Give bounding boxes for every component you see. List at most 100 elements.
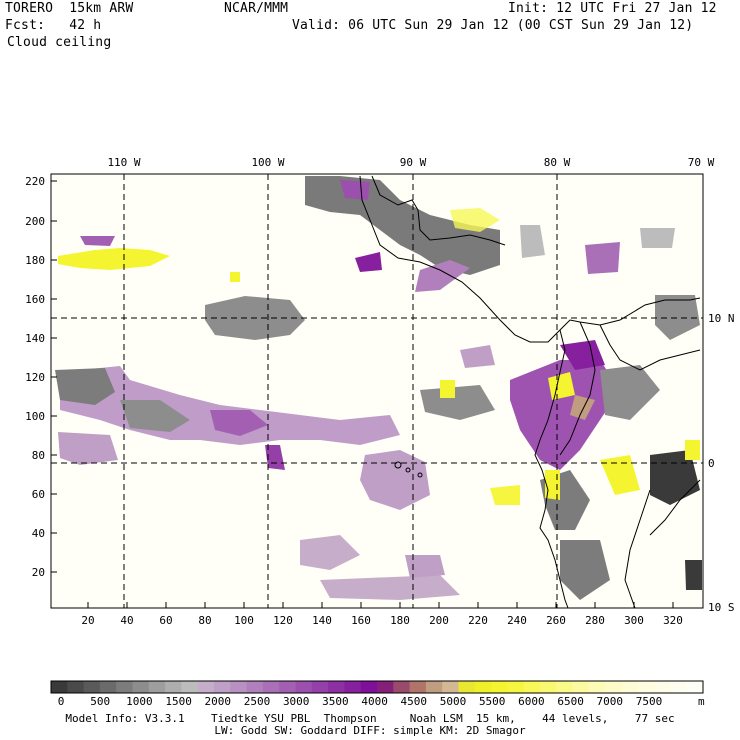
legend-swatch xyxy=(670,681,688,693)
legend-unit: m xyxy=(698,695,705,708)
model-info-line2: LW: Godd SW: Goddard DIFF: simple KM: 2D… xyxy=(214,724,526,737)
legend-tick-label: 500 xyxy=(90,695,110,708)
lat-label: 10 S xyxy=(708,601,735,614)
legend-swatch xyxy=(181,681,199,693)
legend-swatch xyxy=(262,681,280,693)
legend-swatch xyxy=(165,681,182,693)
legend-swatch xyxy=(116,681,133,693)
legend-swatch xyxy=(83,681,101,693)
x-tick-label: 160 xyxy=(351,614,371,627)
legend-swatch xyxy=(246,681,264,693)
legend-tick-label: 2500 xyxy=(244,695,271,708)
legend-swatch xyxy=(588,681,606,693)
x-tick-label: 320 xyxy=(663,614,683,627)
legend-tick-label: 1000 xyxy=(126,695,153,708)
legend-swatch xyxy=(507,681,525,693)
valid-time: Valid: 06 UTC Sun 29 Jan 12 (00 CST Sun … xyxy=(292,18,694,33)
y-tick-label: 180 xyxy=(25,254,45,267)
legend-swatch xyxy=(442,681,459,693)
legend-swatch xyxy=(328,681,345,693)
x-tick-label: 140 xyxy=(312,614,332,627)
legend-swatch xyxy=(344,681,362,693)
legend-swatch xyxy=(99,681,117,693)
legend-tick-label: 0 xyxy=(58,695,65,708)
x-tick-label: 180 xyxy=(390,614,410,627)
legend-swatch xyxy=(51,681,68,693)
x-tick-label: 20 xyxy=(81,614,94,627)
x-tick-label: 120 xyxy=(273,614,293,627)
y-tick-label: 60 xyxy=(32,488,45,501)
legend-swatch xyxy=(214,681,231,693)
x-tick-label: 260 xyxy=(546,614,566,627)
forecast-hour: Fcst: 42 h xyxy=(5,18,102,33)
legend-tick-label: 7000 xyxy=(597,695,624,708)
y-tick-label: 220 xyxy=(25,175,45,188)
lon-label: 80 W xyxy=(544,156,571,169)
legend-tick-label: 6500 xyxy=(557,695,584,708)
lon-label: 100 W xyxy=(251,156,284,169)
lon-label: 90 W xyxy=(400,156,427,169)
x-tick-label: 240 xyxy=(507,614,527,627)
x-tick-label: 60 xyxy=(159,614,172,627)
x-tick-label: 220 xyxy=(468,614,488,627)
legend-tick-label: 4500 xyxy=(401,695,428,708)
legend-tick-label: 6000 xyxy=(518,695,545,708)
legend-swatch xyxy=(654,681,671,693)
legend-swatch xyxy=(556,681,574,693)
legend-swatch xyxy=(132,681,150,693)
legend-swatch xyxy=(474,681,492,693)
lon-label: 110 W xyxy=(107,156,140,169)
legend-swatch xyxy=(605,681,622,693)
legend-labels: 0 500 1000 1500 2000 2500 3000 3500 4000 4500 5000… xyxy=(58,695,663,708)
y-tick-label: 20 xyxy=(32,566,45,579)
legend-tick-label: 3000 xyxy=(283,695,310,708)
legend-swatch xyxy=(393,681,411,693)
legend-tick-label: 4000 xyxy=(361,695,388,708)
legend-swatch xyxy=(621,681,639,693)
right-latitude-labels: 10 N 0 10 S xyxy=(708,312,735,614)
x-tick-label: 40 xyxy=(120,614,133,627)
y-tick-label: 200 xyxy=(25,215,45,228)
legend-tick-label: 2000 xyxy=(205,695,232,708)
legend-swatch xyxy=(197,681,215,693)
legend-tick-label: 1500 xyxy=(165,695,192,708)
legend-swatch xyxy=(148,681,166,693)
lat-label: 10 N xyxy=(708,312,735,325)
legend-swatch xyxy=(295,681,313,693)
y-tick-label: 80 xyxy=(32,449,45,462)
y-tick-label: 120 xyxy=(25,371,45,384)
legend-swatch xyxy=(279,681,296,693)
field-name: Cloud ceiling xyxy=(7,35,112,50)
color-legend xyxy=(50,680,704,694)
legend-swatch xyxy=(230,681,248,693)
y-tick-label: 100 xyxy=(25,410,45,423)
legend-frame xyxy=(50,680,704,694)
model-title: TORERO 15km ARW xyxy=(5,1,134,16)
legend-swatch xyxy=(540,681,557,693)
legend-swatch xyxy=(409,681,427,693)
legend-swatch xyxy=(572,681,590,693)
legend-swatch xyxy=(458,681,476,693)
legend-tick-label: 3500 xyxy=(322,695,349,708)
x-tick-label: 80 xyxy=(198,614,211,627)
legend-swatch xyxy=(377,681,394,693)
legend-tick-label: 5000 xyxy=(440,695,467,708)
x-tick-label: 200 xyxy=(429,614,449,627)
source-label: NCAR/MMM xyxy=(224,1,289,16)
x-tick-label: 100 xyxy=(234,614,254,627)
legend-swatch xyxy=(360,681,378,693)
y-tick-label: 140 xyxy=(25,332,45,345)
cloud-field xyxy=(55,176,702,600)
legend-tick-label: 5500 xyxy=(479,695,506,708)
legend-swatch xyxy=(491,681,508,693)
x-tick-label: 300 xyxy=(624,614,644,627)
graticule xyxy=(51,174,703,608)
x-tick-label: 280 xyxy=(585,614,605,627)
legend-tick-label: 7500 xyxy=(636,695,663,708)
top-longitude-labels: 110 W 100 W 90 W 80 W 70 W xyxy=(107,156,714,169)
init-time: Init: 12 UTC Fri 27 Jan 12 xyxy=(508,1,717,16)
legend-swatch xyxy=(311,681,329,693)
legend-swatch xyxy=(425,681,443,693)
y-axis: 220 200 180 160 140 120 100 80 60 40 20 xyxy=(25,175,57,579)
legend-swatch xyxy=(637,681,655,693)
